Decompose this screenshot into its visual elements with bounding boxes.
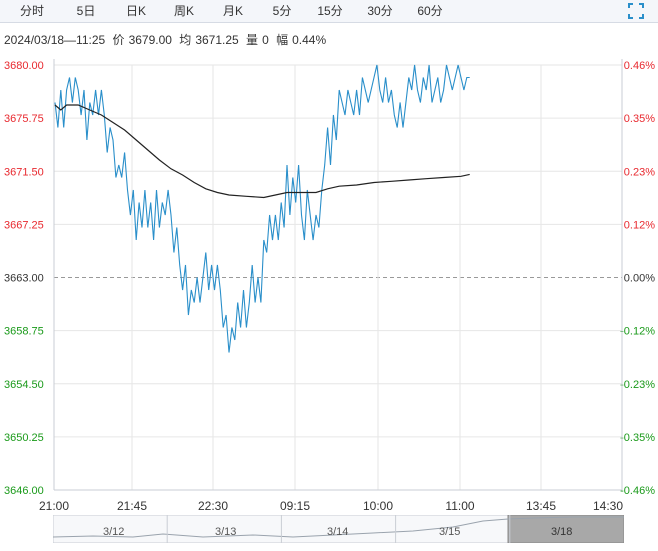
tab-2[interactable]: 日K	[125, 4, 146, 18]
y-tick-label-right: -0.12%	[620, 326, 655, 338]
navigator-trend-line	[53, 516, 624, 538]
intraday-chart[interactable]: 3680.00 0.46% 3675.75 0.35% 3671.50 0.23% 3667…	[0, 0, 658, 515]
y-tick-label-left: 3667.25	[4, 219, 44, 231]
navigator-date-label: 3/18	[551, 526, 572, 538]
x-tick-label: 09:15	[280, 499, 310, 513]
price-line	[54, 64, 470, 353]
y-tick-label-left: 3675.75	[4, 113, 44, 125]
tab-0[interactable]: 分时	[19, 4, 44, 18]
y-tick-label-left: 3671.50	[4, 166, 44, 178]
volume-value: 0	[262, 33, 269, 47]
tab-6[interactable]: 15分	[317, 4, 343, 18]
change-value: 0.44%	[292, 33, 327, 47]
navigator-date-label: 3/15	[439, 526, 460, 538]
y-tick-label-left: 3654.50	[4, 379, 44, 391]
tab-5[interactable]: 5分	[272, 4, 292, 18]
price-label: 价	[112, 33, 125, 47]
tab-7[interactable]: 30分	[367, 4, 393, 18]
price-value: 3679.00	[128, 33, 172, 47]
x-tick-label: 10:00	[363, 499, 393, 513]
y-tick-label-right: -0.35%	[620, 432, 655, 444]
change-label: 幅	[276, 33, 289, 47]
navigator-selection[interactable]	[507, 515, 624, 543]
x-tick-label: 11:00	[445, 499, 474, 513]
x-tick-label: 21:00	[39, 499, 69, 513]
navigator-date-label: 3/14	[327, 526, 348, 538]
x-tick-label: 22:30	[198, 499, 228, 513]
tab-3[interactable]: 周K	[173, 4, 194, 18]
avg-value: 3671.25	[195, 33, 239, 47]
y-tick-label-right: -0.46%	[620, 485, 655, 497]
y-tick-label-left: 3650.25	[4, 432, 44, 444]
tab-1[interactable]: 5日	[76, 4, 96, 18]
y-tick-label-left: 3680.00	[4, 60, 44, 72]
period-tabs: 分时 5日 日K 周K 月K 5分 15分 30分 60分	[0, 0, 658, 23]
tab-8[interactable]: 60分	[417, 4, 443, 18]
y-tick-label-right: -0.23%	[620, 379, 655, 391]
date-navigator[interactable]: 3/12 3/13 3/14 3/15 3/18	[53, 515, 624, 543]
navigator-date-label: 3/13	[215, 526, 236, 538]
y-tick-label-left: 3663.00	[4, 273, 44, 285]
x-tick-label: 13:45	[526, 499, 556, 513]
navigator-date-label: 3/12	[103, 526, 124, 538]
tab-4[interactable]: 月K	[222, 4, 243, 18]
x-tick-label: 14:30	[593, 499, 623, 513]
y-tick-label-right: 0.35%	[624, 113, 655, 125]
volume-label: 量	[246, 33, 259, 47]
y-tick-label-right: 0.12%	[624, 219, 655, 231]
avg-label: 均	[179, 33, 192, 47]
quote-datetime: 2024/03/18—11:25	[4, 33, 106, 47]
y-tick-label-right: 0.00%	[624, 273, 655, 285]
average-line	[54, 104, 470, 199]
y-tick-label-left: 3646.00	[4, 485, 44, 497]
y-tick-label-right: 0.46%	[624, 60, 655, 72]
fullscreen-icon[interactable]	[628, 3, 644, 19]
y-tick-label-right: 0.23%	[624, 166, 655, 178]
y-tick-label-left: 3658.75	[4, 326, 44, 338]
x-tick-label: 21:45	[117, 499, 147, 513]
